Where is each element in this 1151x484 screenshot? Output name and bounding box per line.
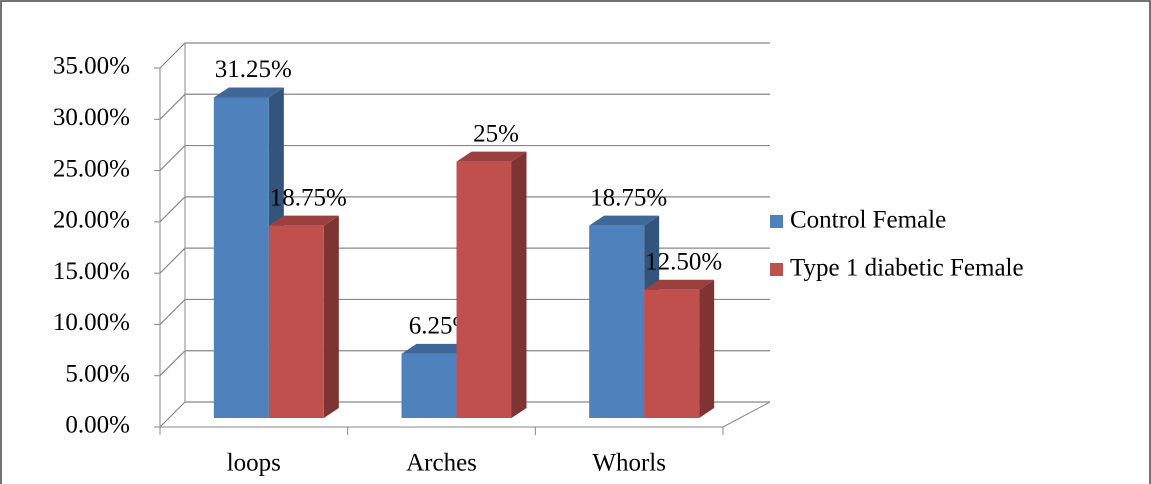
y-tick-label: 15.00%: [53, 258, 130, 285]
bar: [268, 215, 339, 418]
bar-face: [589, 215, 660, 226]
legend-swatch: [770, 263, 783, 276]
x-tick-label: loops: [227, 450, 281, 477]
x-tick-label: Arches: [406, 450, 477, 477]
grid-line: [159, 298, 770, 325]
bar-face: [401, 343, 472, 354]
bar-face: [268, 215, 339, 226]
axis-line: [722, 401, 771, 428]
bar-face: [644, 289, 700, 418]
y-tick-label: 25.00%: [53, 155, 130, 182]
data-label: 31.25%: [215, 56, 292, 83]
bar: [644, 279, 715, 418]
legend-swatch: [770, 215, 783, 228]
grid-line: [159, 247, 770, 274]
bar: [456, 151, 527, 419]
bar-face: [511, 151, 527, 419]
grid-line: [159, 196, 770, 223]
bar-face: [456, 151, 527, 162]
data-label: 25%: [473, 120, 519, 147]
bar-face: [589, 225, 645, 418]
y-tick-label: 35.00%: [53, 53, 130, 80]
y-tick-label: 0.00%: [65, 412, 130, 439]
grid-line: [159, 144, 770, 171]
grid-line: [159, 93, 770, 120]
grid-line: [159, 42, 770, 69]
data-label: 18.75%: [590, 184, 667, 211]
bar-face: [644, 279, 715, 290]
bar-face: [213, 97, 269, 418]
bar-face: [401, 353, 457, 418]
legend-label: Control Female: [790, 207, 946, 234]
y-tick-label: 30.00%: [53, 104, 130, 131]
bar-face: [323, 215, 339, 418]
bar-face: [699, 279, 715, 418]
y-tick-label: 20.00%: [53, 207, 130, 234]
y-tick-label: 10.00%: [53, 309, 130, 336]
legend-label: Type 1 diabetic Female: [790, 255, 1024, 282]
grid-line: [159, 350, 770, 377]
y-tick-label: 5.00%: [65, 360, 130, 387]
grid-line: [159, 401, 770, 428]
x-tick-label: Whorls: [592, 450, 666, 477]
data-label: 18.75%: [270, 184, 347, 211]
bar-face: [456, 161, 512, 419]
data-label: 12.50%: [645, 249, 722, 276]
bar-face: [213, 87, 284, 98]
bar-face: [268, 225, 324, 418]
